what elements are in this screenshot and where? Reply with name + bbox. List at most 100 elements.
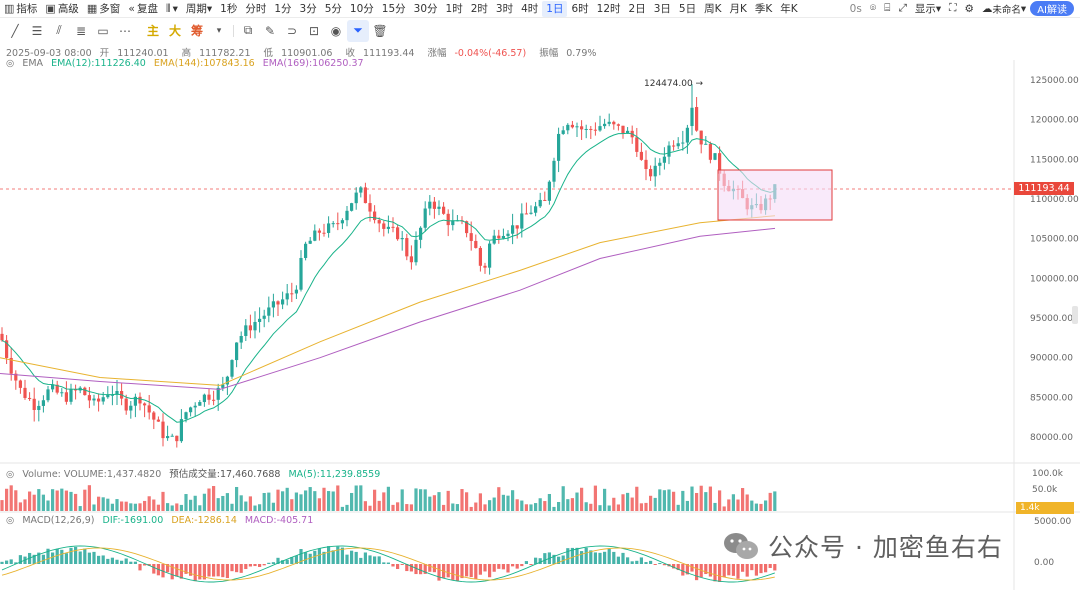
- watermark-text: 公众号 · 加密鱼右右: [768, 533, 1003, 562]
- magnet-icon[interactable]: ⊃: [286, 23, 298, 38]
- period-17[interactable]: 5日: [678, 3, 697, 15]
- macd-bar: [524, 561, 528, 564]
- display-button[interactable]: 显示 ▾: [914, 2, 942, 16]
- macd-bar: [189, 564, 193, 576]
- period-9[interactable]: 2时: [470, 3, 488, 15]
- ai-interpret-button[interactable]: AI解读: [1030, 1, 1074, 16]
- period-16[interactable]: 3日: [653, 3, 671, 15]
- candle-body: [690, 107, 694, 127]
- expand-icon[interactable]: ⤢: [898, 2, 907, 14]
- trendline-icon[interactable]: ╱: [11, 23, 19, 38]
- period-18[interactable]: 周K: [704, 3, 722, 15]
- volume-bar: [718, 490, 722, 511]
- chevron-down-icon[interactable]: ▾: [216, 25, 222, 36]
- horizontal-lines-icon[interactable]: ☰: [31, 23, 43, 38]
- period-7[interactable]: 30分: [413, 3, 438, 15]
- pen-icon[interactable]: ✎: [264, 23, 276, 38]
- macd-bar: [460, 564, 464, 579]
- eye-icon[interactable]: ◎: [6, 469, 15, 480]
- volume-bar: [695, 492, 699, 511]
- candle-body: [5, 340, 9, 358]
- fib-icon[interactable]: ≣: [75, 23, 87, 38]
- macd-bar: [143, 564, 147, 566]
- candle-body: [639, 151, 643, 160]
- macd-axis-label: 0.00: [1034, 558, 1054, 568]
- rectangle-icon[interactable]: ▭: [97, 23, 109, 38]
- wechat-icon: [724, 533, 758, 559]
- volume-bar: [451, 503, 455, 511]
- period-19[interactable]: 月K: [729, 3, 747, 15]
- macd-legend: ◎ MACD(12,26,9) DIF:-1691.00 DEA:-1286.1…: [6, 515, 318, 526]
- period-12[interactable]: 1日: [542, 0, 568, 17]
- chart-type-button[interactable]: ⫴ ▾: [162, 1, 182, 17]
- macd-bar: [359, 557, 363, 564]
- period-14[interactable]: 12时: [596, 3, 621, 15]
- period-8[interactable]: 1时: [445, 3, 463, 15]
- macd-bar: [83, 548, 87, 564]
- camera-icon[interactable]: ⌾: [869, 2, 877, 14]
- period-15[interactable]: 2日: [628, 3, 646, 15]
- more-icon[interactable]: ⋯: [119, 23, 131, 38]
- period-dropdown[interactable]: 周期 ▾: [185, 2, 213, 16]
- macd-bar: [506, 564, 510, 573]
- layout-icon[interactable]: ⌸: [884, 2, 891, 14]
- volume-bar: [267, 492, 271, 511]
- period-10[interactable]: 3时: [495, 3, 514, 15]
- price-axis-label: 105000.00: [1030, 235, 1079, 245]
- settings-icon[interactable]: ⚙: [964, 2, 974, 15]
- volume-bar: [400, 489, 404, 511]
- candle-body: [290, 293, 294, 295]
- macd-name: MACD(12,26,9): [22, 515, 95, 526]
- volume-bar: [543, 501, 547, 511]
- period-1[interactable]: 分时: [245, 3, 267, 15]
- period-5[interactable]: 10分: [349, 3, 374, 15]
- high-label: 高: [181, 48, 192, 59]
- period-2[interactable]: 1分: [274, 3, 292, 15]
- period-0[interactable]: 1秒: [220, 3, 238, 15]
- candle-body: [331, 223, 335, 225]
- panel-resize-handle[interactable]: [1072, 306, 1078, 324]
- period-3[interactable]: 3分: [299, 3, 317, 15]
- macd-bar: [478, 564, 482, 575]
- period-13[interactable]: 6时: [571, 3, 589, 15]
- candle-body: [566, 124, 570, 131]
- period-20[interactable]: 季K: [754, 3, 773, 15]
- parallel-lines-icon[interactable]: ⫽: [56, 23, 62, 37]
- main-force-tag[interactable]: 主: [146, 24, 159, 38]
- macd-bar: [690, 564, 694, 572]
- eye-icon[interactable]: ◎: [6, 58, 15, 69]
- period-6[interactable]: 15分: [381, 3, 406, 15]
- candle-body: [308, 240, 312, 244]
- macd-bar: [414, 564, 418, 575]
- indicator-button[interactable]: ▥ 指标: [4, 2, 38, 15]
- volume-bar: [534, 503, 538, 511]
- volume-bar: [626, 492, 630, 511]
- trash-icon[interactable]: 🗑: [372, 23, 388, 38]
- candle-body: [101, 397, 105, 402]
- volume-bar: [405, 504, 409, 511]
- replay-icon: «: [128, 2, 135, 15]
- replay-button[interactable]: «复盘: [128, 2, 158, 15]
- volume-bar: [230, 503, 234, 511]
- candle-body: [672, 145, 676, 147]
- candle-body: [451, 220, 455, 226]
- lock-icon[interactable]: ⊡: [308, 23, 320, 38]
- volume-bar: [129, 503, 133, 511]
- multi-chart-button[interactable]: ▦ 多窗: [86, 2, 121, 15]
- candle-body: [313, 230, 317, 241]
- period-11[interactable]: 4时: [521, 3, 539, 15]
- copy-icon[interactable]: ⧉: [243, 23, 253, 37]
- advanced-button[interactable]: ▣ 高级: [45, 2, 79, 15]
- period-4[interactable]: 5分: [324, 3, 342, 15]
- period-21[interactable]: 年K: [780, 3, 798, 15]
- filter-icon[interactable]: ⏷: [347, 19, 369, 42]
- chips-tag[interactable]: 筹: [190, 24, 203, 38]
- template-button[interactable]: ☁ 未命名 ▾: [981, 2, 1027, 16]
- big-order-tag[interactable]: 大: [168, 24, 181, 38]
- open-label: 开: [99, 48, 110, 59]
- fullscreen-icon[interactable]: ⛶: [949, 2, 957, 14]
- eye-icon[interactable]: ◉: [330, 23, 342, 38]
- macd-bar: [382, 562, 386, 564]
- eye-icon[interactable]: ◎: [6, 515, 15, 526]
